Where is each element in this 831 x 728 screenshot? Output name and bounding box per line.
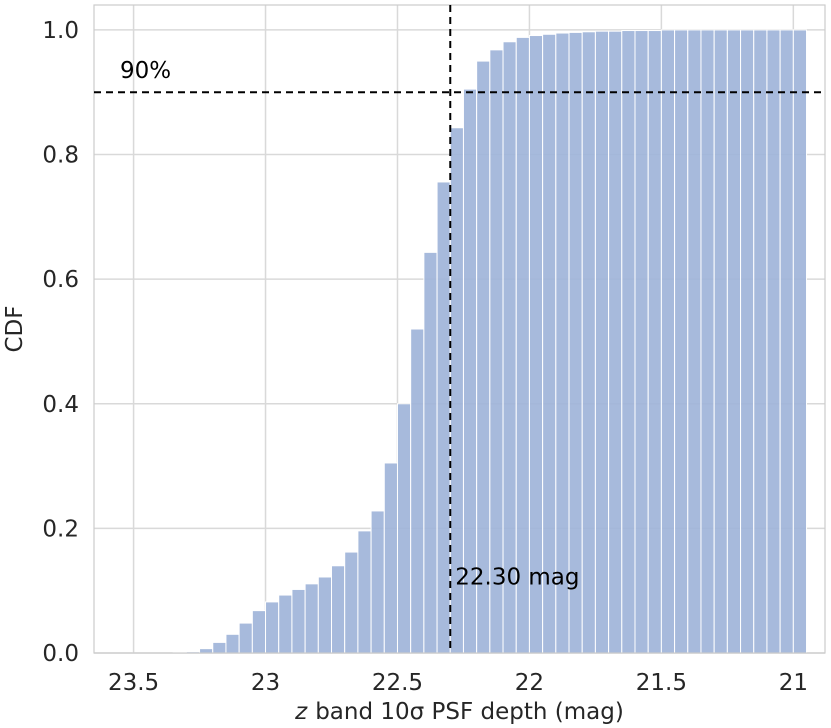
reference-lines: 90% 22.30 mag (94, 5, 825, 653)
histogram-bar (568, 31, 583, 654)
histogram-bar (660, 29, 676, 654)
histogram-bar (278, 594, 293, 654)
histogram-bar (212, 641, 227, 654)
x-tick-label: 23.5 (108, 670, 159, 696)
depth-vline-label: 22.30 mag (455, 564, 579, 590)
y-tick-label: 0.0 (42, 641, 79, 667)
histogram-bar (634, 30, 649, 654)
histogram-bar (344, 551, 359, 654)
x-axis-label-text: band 10σ PSF depth (mag) (315, 699, 624, 725)
histogram-bar (792, 29, 808, 654)
histogram-bar (542, 33, 557, 654)
histogram-bar (687, 29, 702, 654)
histogram-bar (396, 403, 412, 654)
histogram-bar (225, 633, 240, 654)
histogram-bars (172, 29, 808, 654)
histogram-bar (423, 251, 438, 654)
histogram-bar (674, 29, 689, 654)
histogram-bar (555, 32, 570, 654)
histogram-bar (766, 29, 781, 654)
histogram-bar (410, 328, 425, 654)
y-tick-label: 1.0 (42, 18, 79, 44)
histogram-bar (370, 510, 385, 654)
x-tick-label: 22 (515, 670, 544, 696)
histogram-bar (383, 462, 398, 654)
histogram-bar (700, 29, 715, 654)
y-tick-label: 0.4 (42, 392, 79, 418)
y-tick-labels: 0.0 0.2 0.4 0.6 0.8 1.0 (42, 18, 79, 667)
threshold-hline-label: 90% (120, 58, 171, 84)
y-axis-label: CDF (2, 306, 28, 353)
histogram-bar (357, 530, 372, 654)
histogram-bar (753, 29, 768, 654)
histogram-bar (436, 181, 451, 654)
x-tick-label: 23 (251, 670, 280, 696)
histogram-bar (515, 36, 530, 654)
histogram-bar (291, 588, 306, 654)
histogram-bar (528, 35, 544, 654)
histogram-bar (594, 30, 610, 654)
x-axis-label-italic: z (294, 699, 308, 725)
x-tick-label: 21.5 (636, 670, 687, 696)
histogram-bar (608, 30, 623, 654)
y-tick-label: 0.2 (42, 516, 79, 542)
histogram-bar (726, 29, 742, 654)
x-tick-label: 22.5 (372, 670, 423, 696)
histogram-bar (647, 30, 662, 654)
y-tick-label: 0.8 (42, 143, 79, 169)
plot-frame (93, 4, 826, 654)
histogram-bar (238, 622, 253, 654)
histogram-bar (265, 601, 280, 654)
histogram-bar (740, 29, 755, 654)
histogram-bar (779, 29, 794, 654)
histogram-bar (621, 30, 636, 654)
x-tick-label: 21 (779, 670, 808, 696)
histogram-bar (331, 565, 346, 654)
y-tick-label: 0.6 (42, 267, 79, 293)
histogram-bar (317, 576, 333, 654)
x-axis-label: z band 10σ PSF depth (mag) (294, 699, 624, 725)
histogram-bar (304, 583, 319, 654)
histogram-bar (581, 31, 596, 654)
histogram-bar (251, 610, 267, 654)
x-tick-labels: 23.5 23 22.5 22 21.5 21 (108, 670, 808, 696)
histogram-bar (489, 49, 504, 654)
histogram-bar (199, 648, 214, 654)
histogram-bar (502, 41, 517, 654)
histogram-bar (713, 29, 728, 654)
